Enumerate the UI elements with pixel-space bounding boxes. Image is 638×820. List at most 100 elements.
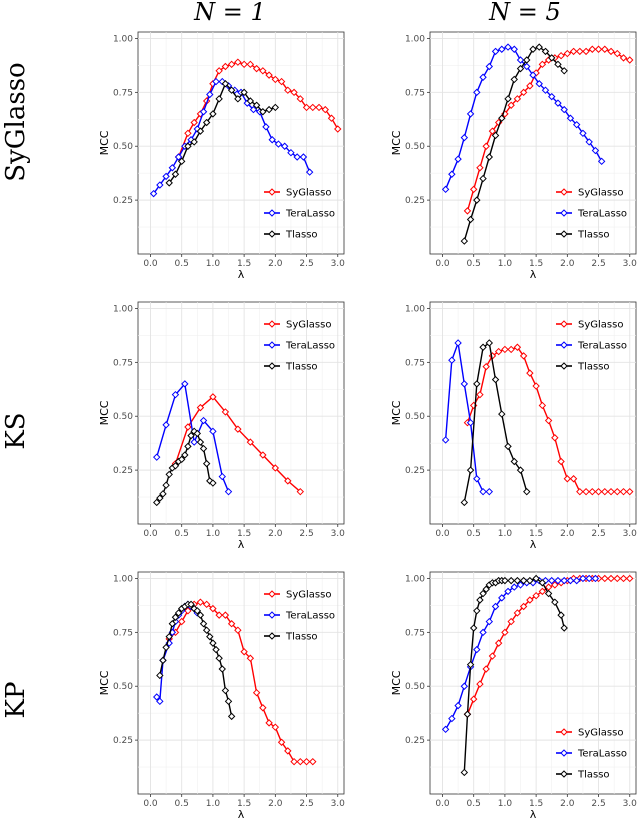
- data-point: [523, 487, 531, 496]
- chart-panel-6: 0.0 0.5 1.0 1.5 2.0 2.5 3.0 0.25 0.50 0.75 1.00 λ MC…: [390, 571, 638, 820]
- data-point: [519, 352, 528, 360]
- data-point: [156, 181, 164, 189]
- data-point: [246, 438, 255, 446]
- data-point: [591, 574, 600, 583]
- x-axis-label: λ: [238, 268, 245, 281]
- x-tick-label: 2.0: [268, 259, 283, 269]
- data-point: [460, 498, 469, 507]
- y-tick-label: 1.00: [113, 574, 133, 584]
- data-point: [448, 356, 456, 364]
- data-point: [491, 602, 500, 611]
- data-point: [327, 114, 336, 122]
- data-point: [309, 757, 317, 766]
- data-point: [491, 47, 500, 56]
- x-tick-label: 1.5: [237, 529, 251, 539]
- figure-headers: N = 1 N = 5 SyGlasso KS KP: [1, 0, 561, 718]
- data-point: [479, 343, 487, 351]
- data-point: [563, 49, 572, 58]
- data-point: [466, 110, 475, 118]
- y-tick-label: 0.75: [113, 358, 133, 368]
- plot-area: [429, 301, 637, 525]
- y-tick-label: 0.25: [113, 466, 133, 476]
- legend-label: Tlasso: [577, 770, 610, 781]
- data-point: [532, 382, 540, 390]
- data-point: [538, 579, 547, 587]
- legend-marker: [560, 230, 568, 238]
- data-point: [156, 494, 164, 502]
- data-point: [206, 632, 214, 641]
- chart-panel-3: 0.0 0.5 1.0 1.5 2.0 2.5 3.0 0.25 0.50 0.75 1.00 λ MC…: [98, 301, 345, 551]
- data-point: [162, 421, 170, 429]
- series-syglasso: [463, 343, 634, 496]
- data-point: [498, 114, 506, 122]
- data-point: [479, 174, 487, 183]
- legend-label: SyGlasso: [578, 728, 623, 739]
- data-point: [454, 155, 462, 163]
- x-tick-label: 0.0: [143, 529, 158, 539]
- data-point: [153, 498, 161, 507]
- legend-marker: [268, 230, 276, 238]
- legend-marker: [268, 362, 276, 370]
- y-tick-label: 0.75: [113, 88, 133, 98]
- data-point: [607, 574, 615, 583]
- data-point: [165, 179, 173, 187]
- data-point: [177, 455, 186, 464]
- legend-marker: [268, 611, 276, 619]
- data-point: [513, 95, 522, 103]
- data-point: [460, 133, 469, 142]
- data-point: [296, 757, 305, 766]
- x-tick-label: 0.5: [175, 529, 189, 539]
- data-point: [498, 410, 506, 418]
- data-point: [513, 343, 522, 351]
- legend-item: TeraLasso: [264, 611, 335, 622]
- data-point: [466, 660, 475, 669]
- data-point: [548, 54, 556, 62]
- x-axis-label: λ: [238, 808, 245, 820]
- y-tick-label: 0.75: [405, 628, 425, 638]
- data-point: [246, 97, 255, 105]
- data-point: [259, 108, 267, 116]
- legend-item: Tlasso: [264, 362, 318, 373]
- data-point: [516, 64, 525, 73]
- data-point: [177, 157, 186, 166]
- data-point: [259, 704, 267, 712]
- data-point: [516, 56, 525, 64]
- data-point: [485, 62, 494, 71]
- x-tick-label: 3.0: [623, 799, 638, 809]
- data-point: [601, 574, 609, 583]
- data-point: [259, 451, 267, 459]
- data-point: [485, 487, 494, 496]
- x-tick-label: 2.0: [268, 799, 283, 809]
- data-point: [202, 118, 211, 127]
- data-point: [171, 462, 180, 470]
- data-point: [494, 639, 503, 647]
- legend-label: SyGlasso: [286, 188, 331, 199]
- data-point: [234, 626, 242, 634]
- legend-item: SyGlasso: [556, 728, 623, 739]
- legend-marker: [560, 728, 568, 736]
- data-point: [268, 136, 276, 144]
- x-axis-label: λ: [530, 808, 537, 820]
- data-point: [491, 131, 500, 140]
- data-point: [479, 628, 487, 637]
- data-point: [473, 607, 481, 615]
- data-point: [156, 671, 164, 680]
- data-point: [548, 92, 556, 101]
- data-point: [190, 138, 198, 146]
- data-point: [209, 604, 217, 613]
- data-point: [548, 576, 556, 585]
- legend-label: Tlasso: [577, 362, 610, 373]
- data-point: [202, 626, 211, 634]
- data-point: [454, 339, 462, 347]
- data-point: [221, 62, 230, 71]
- plot-area: [429, 31, 637, 255]
- data-point: [271, 723, 280, 731]
- data-point: [601, 487, 609, 496]
- data-point: [171, 170, 180, 178]
- data-point: [224, 487, 233, 496]
- data-point: [280, 142, 289, 150]
- series-teralasso: [153, 380, 233, 496]
- legend-item: Tlasso: [556, 770, 610, 781]
- y-tick-label: 0.50: [405, 682, 425, 692]
- data-point: [463, 710, 472, 718]
